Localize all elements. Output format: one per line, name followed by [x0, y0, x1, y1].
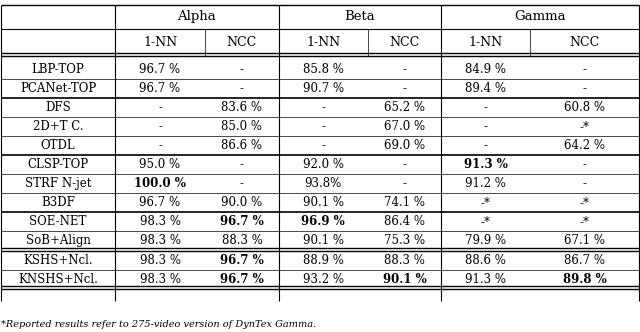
Text: 96.7 %: 96.7 %: [140, 82, 180, 95]
Text: 69.0 %: 69.0 %: [384, 139, 425, 152]
Text: 85.8 %: 85.8 %: [303, 63, 344, 76]
Text: -: -: [240, 177, 244, 190]
Text: -*: -*: [579, 120, 589, 133]
Text: 67.0 %: 67.0 %: [384, 120, 425, 133]
Text: -: -: [582, 158, 586, 171]
Text: 84.9 %: 84.9 %: [465, 63, 506, 76]
Text: 91.3 %: 91.3 %: [465, 273, 506, 286]
Text: OTDL: OTDL: [41, 139, 76, 152]
Text: SOE-NET: SOE-NET: [29, 215, 87, 228]
Text: 64.2 %: 64.2 %: [564, 139, 605, 152]
Text: 98.3 %: 98.3 %: [140, 254, 180, 267]
Text: 93.2 %: 93.2 %: [303, 273, 344, 286]
Text: 90.7 %: 90.7 %: [303, 82, 344, 95]
Text: -: -: [403, 177, 406, 190]
Text: 96.7 %: 96.7 %: [220, 215, 264, 228]
Text: Beta: Beta: [344, 10, 375, 23]
Text: 2D+T C.: 2D+T C.: [33, 120, 83, 133]
Text: 96.9 %: 96.9 %: [301, 215, 345, 228]
Text: DFS: DFS: [45, 101, 71, 114]
Text: Alpha: Alpha: [177, 10, 216, 23]
Text: 88.9 %: 88.9 %: [303, 254, 344, 267]
Text: 92.0 %: 92.0 %: [303, 158, 344, 171]
Text: NCC: NCC: [570, 36, 600, 48]
Text: -: -: [321, 101, 325, 114]
Text: 75.3 %: 75.3 %: [384, 234, 425, 247]
Text: 60.8 %: 60.8 %: [564, 101, 605, 114]
Text: Gamma: Gamma: [514, 10, 566, 23]
Text: -*: -*: [579, 197, 589, 209]
Text: -*: -*: [481, 215, 491, 228]
Text: 100.0 %: 100.0 %: [134, 177, 186, 190]
Text: -: -: [240, 158, 244, 171]
Text: 88.3 %: 88.3 %: [221, 234, 262, 247]
Text: 98.3 %: 98.3 %: [140, 273, 180, 286]
Text: 89.4 %: 89.4 %: [465, 82, 506, 95]
Text: STRF N-jet: STRF N-jet: [25, 177, 92, 190]
Text: 96.7 %: 96.7 %: [220, 254, 264, 267]
Text: -: -: [582, 82, 586, 95]
Text: -*: -*: [579, 215, 589, 228]
Text: -: -: [582, 177, 586, 190]
Text: -: -: [484, 101, 488, 114]
Text: 96.7 %: 96.7 %: [140, 63, 180, 76]
Text: 88.6 %: 88.6 %: [465, 254, 506, 267]
Text: 1-NN: 1-NN: [468, 36, 503, 48]
Text: -: -: [484, 120, 488, 133]
Text: 95.0 %: 95.0 %: [140, 158, 180, 171]
Text: 67.1 %: 67.1 %: [564, 234, 605, 247]
Text: 91.3 %: 91.3 %: [464, 158, 508, 171]
Text: 96.7 %: 96.7 %: [220, 273, 264, 286]
Text: -: -: [240, 63, 244, 76]
Text: KNSHS+Ncl.: KNSHS+Ncl.: [18, 273, 98, 286]
Text: B3DF: B3DF: [41, 197, 75, 209]
Text: 91.2 %: 91.2 %: [465, 177, 506, 190]
Text: -: -: [484, 139, 488, 152]
Text: 1-NN: 1-NN: [143, 36, 177, 48]
Text: KSHS+Ncl.: KSHS+Ncl.: [23, 254, 93, 267]
Text: 98.3 %: 98.3 %: [140, 215, 180, 228]
Text: -: -: [403, 63, 406, 76]
Text: 93.8%: 93.8%: [305, 177, 342, 190]
Text: -: -: [158, 120, 162, 133]
Text: -: -: [158, 139, 162, 152]
Text: -: -: [240, 82, 244, 95]
Text: 90.1 %: 90.1 %: [303, 234, 344, 247]
Text: 88.3 %: 88.3 %: [384, 254, 425, 267]
Text: -: -: [158, 101, 162, 114]
Text: NCC: NCC: [389, 36, 420, 48]
Text: 85.0 %: 85.0 %: [221, 120, 262, 133]
Text: -: -: [321, 120, 325, 133]
Text: 1-NN: 1-NN: [306, 36, 340, 48]
Text: 79.9 %: 79.9 %: [465, 234, 506, 247]
Text: 96.7 %: 96.7 %: [140, 197, 180, 209]
Text: 83.6 %: 83.6 %: [221, 101, 262, 114]
Text: LBP-TOP: LBP-TOP: [32, 63, 84, 76]
Text: 98.3 %: 98.3 %: [140, 234, 180, 247]
Text: *Reported results refer to 275-video version of DynTex Gamma.: *Reported results refer to 275-video ver…: [1, 320, 317, 329]
Text: PCANet-TOP: PCANet-TOP: [20, 82, 96, 95]
Text: 90.1 %: 90.1 %: [303, 197, 344, 209]
Text: 90.0 %: 90.0 %: [221, 197, 262, 209]
Text: -*: -*: [481, 197, 491, 209]
Text: 65.2 %: 65.2 %: [384, 101, 425, 114]
Text: 86.4 %: 86.4 %: [384, 215, 425, 228]
Text: NCC: NCC: [227, 36, 257, 48]
Text: -: -: [321, 139, 325, 152]
Text: -: -: [582, 63, 586, 76]
Text: -: -: [403, 82, 406, 95]
Text: SoB+Align: SoB+Align: [26, 234, 90, 247]
Text: 89.8 %: 89.8 %: [563, 273, 606, 286]
Text: 90.1 %: 90.1 %: [383, 273, 426, 286]
Text: 74.1 %: 74.1 %: [384, 197, 425, 209]
Text: 86.6 %: 86.6 %: [221, 139, 262, 152]
Text: -: -: [403, 158, 406, 171]
Text: 86.7 %: 86.7 %: [564, 254, 605, 267]
Text: CLSP-TOP: CLSP-TOP: [28, 158, 89, 171]
